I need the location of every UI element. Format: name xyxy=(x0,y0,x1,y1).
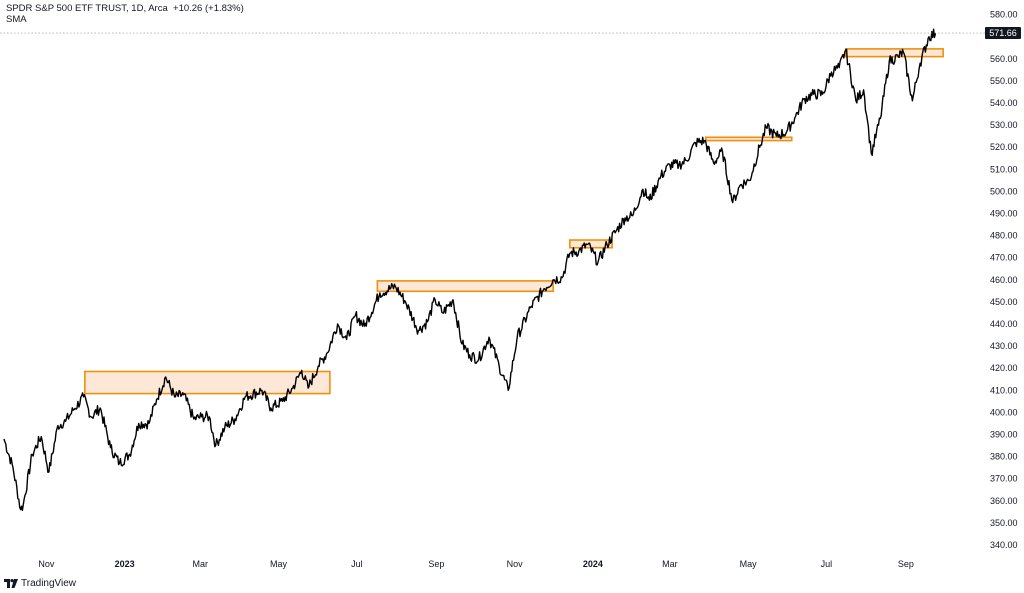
x-tick-label: Nov xyxy=(507,559,524,569)
last-price-label-background xyxy=(985,27,1021,40)
y-tick-label: 420.00 xyxy=(990,363,1018,373)
price-line xyxy=(3,28,937,512)
price-axis[interactable]: 340.00 350.00 360.00 370.00 380.00 390.00 400.… xyxy=(990,10,1018,550)
y-tick-label: 540.00 xyxy=(990,98,1018,108)
y-tick-label: 520.00 xyxy=(990,142,1018,152)
supply-zones xyxy=(84,48,944,395)
tradingview-wordmark: TradingView xyxy=(21,578,77,589)
y-tick-label: 560.00 xyxy=(990,54,1018,64)
x-tick-label: Sep xyxy=(428,559,444,569)
x-tick-label: May xyxy=(270,559,288,569)
y-tick-label: 360.00 xyxy=(990,496,1018,506)
last-price-label-text: 571.66 xyxy=(989,28,1017,38)
y-tick-label: 500.00 xyxy=(990,186,1018,196)
y-tick-label: 550.00 xyxy=(990,76,1018,86)
x-tick-label: Jul xyxy=(351,559,363,569)
y-tick-label: 450.00 xyxy=(990,297,1018,307)
y-tick-label: 390.00 xyxy=(990,429,1018,439)
y-tick-label: 510.00 xyxy=(990,164,1018,174)
y-tick-label: 400.00 xyxy=(990,407,1018,417)
supply-zone-1[interactable] xyxy=(84,370,331,395)
supply-zone-4[interactable] xyxy=(704,136,793,142)
chart-legend: SPDR S&P 500 ETF TRUST, 1D, Arca +10.26 … xyxy=(6,3,244,25)
x-tick-label: Jul xyxy=(821,559,833,569)
symbol-legend-row: SPDR S&P 500 ETF TRUST, 1D, Arca +10.26 … xyxy=(6,3,244,14)
supply-zone-5[interactable] xyxy=(844,48,944,58)
tradingview-branding[interactable]: TradingView xyxy=(4,578,76,589)
x-tick-label: Sep xyxy=(898,559,914,569)
x-tick-label: Mar xyxy=(193,559,209,569)
y-tick-label: 430.00 xyxy=(990,341,1018,351)
x-tick-label: 2023 xyxy=(115,559,135,569)
y-tick-label: 460.00 xyxy=(990,275,1018,285)
last-price-label: 571.66 xyxy=(985,27,1021,40)
y-tick-label: 480.00 xyxy=(990,231,1018,241)
y-tick-label: 440.00 xyxy=(990,319,1018,329)
indicator-legend-row[interactable]: SMA xyxy=(6,14,244,25)
y-tick-label: 530.00 xyxy=(990,120,1018,130)
x-tick-label: Nov xyxy=(38,559,55,569)
y-tick-label: 370.00 xyxy=(990,474,1018,484)
y-tick-label: 580.00 xyxy=(990,10,1018,20)
y-tick-label: 350.00 xyxy=(990,518,1018,528)
indicator-name[interactable]: SMA xyxy=(6,14,27,25)
symbol-title[interactable]: SPDR S&P 500 ETF TRUST, 1D, Arca xyxy=(6,3,168,14)
time-axis[interactable]: Nov 2023 Mar May Jul Sep Nov 2024 Mar May Jul Sep xyxy=(38,559,914,569)
y-tick-label: 410.00 xyxy=(990,385,1018,395)
price-change: +10.26 (+1.83%) xyxy=(173,3,244,14)
x-tick-label: May xyxy=(740,559,758,569)
tradingview-logo-icon xyxy=(4,579,18,588)
y-tick-label: 470.00 xyxy=(990,253,1018,263)
y-tick-label: 340.00 xyxy=(990,540,1018,550)
x-tick-label: 2024 xyxy=(583,559,603,569)
supply-zone-2[interactable] xyxy=(376,280,554,293)
y-tick-label: 490.00 xyxy=(990,209,1018,219)
x-tick-label: Mar xyxy=(662,559,678,569)
y-tick-label: 380.00 xyxy=(990,452,1018,462)
